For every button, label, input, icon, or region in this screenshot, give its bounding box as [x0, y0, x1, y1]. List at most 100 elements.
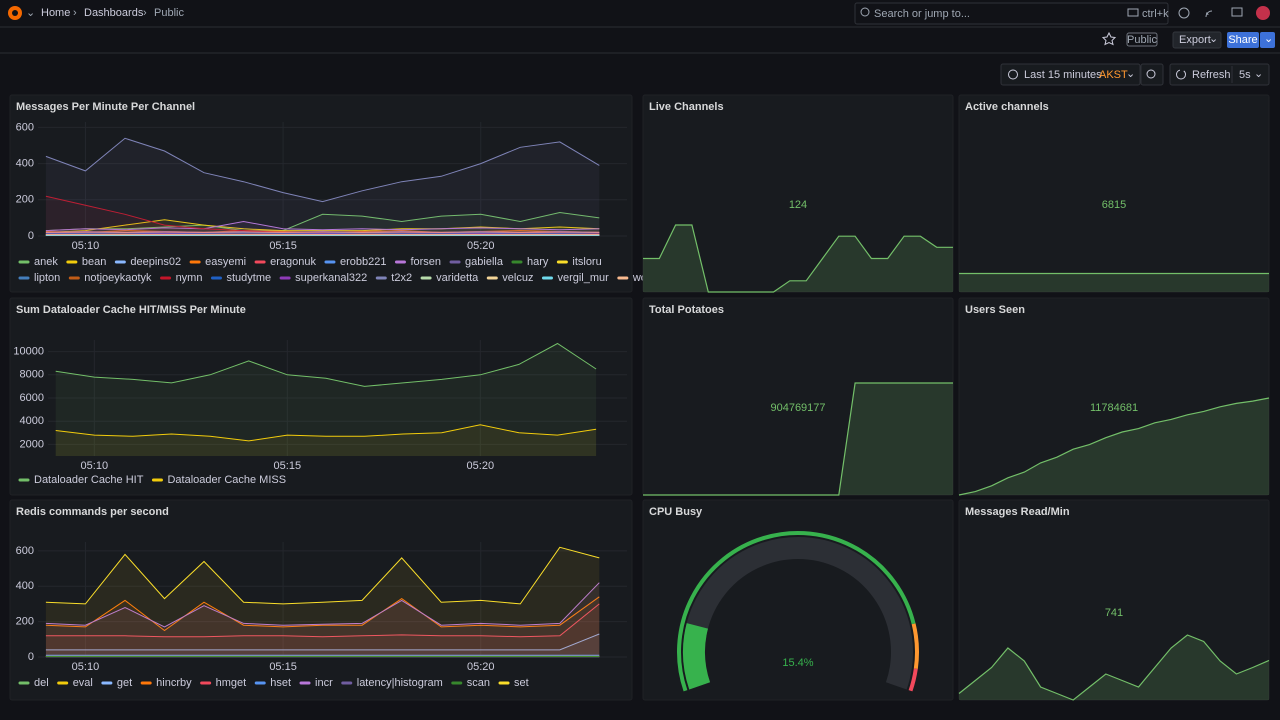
legend-label[interactable]: incr	[315, 677, 333, 689]
legend-label[interactable]: nymn	[176, 272, 203, 284]
x-tick-label: 05:20	[467, 240, 495, 252]
x-tick-label: 05:10	[81, 460, 109, 472]
y-tick-label: 2000	[20, 438, 44, 450]
breadcrumb[interactable]: Home	[41, 7, 70, 19]
panel	[958, 499, 1270, 701]
help-icon[interactable]	[1178, 7, 1190, 19]
chevron: ⌄	[1264, 33, 1273, 45]
y-tick-label: 10000	[13, 346, 44, 358]
series-area	[55, 343, 597, 456]
legend-label[interactable]: t2x2	[391, 272, 412, 284]
stat-value: 6815	[1102, 199, 1126, 211]
panel	[642, 94, 954, 293]
stat-value: 904769177	[770, 402, 825, 414]
legend-label[interactable]: bean	[82, 256, 106, 268]
legend-label[interactable]: set	[514, 677, 529, 689]
legend-label[interactable]: hincrby	[156, 677, 192, 689]
refresh-picker[interactable]	[1169, 63, 1270, 86]
kiosk-icon[interactable]	[1231, 7, 1243, 17]
star-icon[interactable]	[1101, 31, 1117, 46]
stat-value: 741	[1105, 607, 1123, 619]
share-menu[interactable]	[1260, 32, 1275, 48]
legend-label[interactable]: gabiella	[465, 256, 504, 268]
legend-label[interactable]: forsen	[410, 256, 441, 268]
x-tick-label: 05:10	[72, 661, 100, 673]
y-tick-label: 400	[16, 580, 34, 592]
series-area	[45, 547, 600, 657]
legend-label[interactable]: eval	[73, 677, 93, 689]
legend-label[interactable]: itsloru	[572, 256, 601, 268]
panel-title: Active channels	[965, 101, 1049, 113]
separator: ›	[73, 7, 77, 19]
separator: ›	[143, 7, 147, 19]
series-area	[45, 634, 600, 657]
series-line	[55, 342, 597, 387]
y-tick-label: 200	[16, 194, 34, 206]
legend-label[interactable]: notjoeykaotyk	[84, 272, 152, 284]
legend-label[interactable]: get	[117, 677, 132, 689]
timezone: AKST	[1099, 69, 1128, 81]
legend-label[interactable]: anek	[34, 256, 58, 268]
sparkline	[643, 224, 953, 293]
legend-label[interactable]: latency|histogram	[357, 677, 443, 689]
share-button[interactable]	[1227, 32, 1259, 48]
clock-icon	[1008, 69, 1018, 80]
chevron: ⌄	[1209, 33, 1218, 45]
legend-label[interactable]: eragonuk	[270, 256, 316, 268]
legend-label[interactable]: superkanal322	[295, 272, 367, 284]
legend-label[interactable]: deepins02	[130, 256, 181, 268]
news-icon[interactable]	[1205, 10, 1213, 18]
breadcrumb[interactable]: Dashboards	[84, 7, 144, 19]
search-box[interactable]	[854, 2, 1169, 25]
legend-label[interactable]: vergil_mur	[557, 272, 609, 284]
legend-label[interactable]: studytme	[226, 272, 271, 284]
panel-title: Sum Dataloader Cache HIT/MISS Per Minute	[16, 304, 246, 316]
search-icon	[860, 7, 870, 17]
legend-label[interactable]: hset	[270, 677, 291, 689]
legend-label[interactable]: Dataloader Cache HIT	[34, 474, 144, 486]
legend-label[interactable]: Dataloader Cache MISS	[167, 474, 286, 486]
zoom-out[interactable]	[1140, 63, 1164, 86]
x-tick-label: 05:15	[269, 240, 297, 252]
panel	[958, 94, 1270, 293]
gauge-threshold	[677, 531, 916, 692]
sparkline	[958, 397, 1270, 496]
legend-label[interactable]: velcuz	[502, 272, 533, 284]
panel-title: Messages Read/Min	[965, 506, 1070, 518]
sparkline-area	[643, 225, 953, 292]
export-button[interactable]	[1172, 31, 1222, 49]
refresh-label: Refresh	[1192, 69, 1231, 81]
keyboard-icon	[1127, 8, 1139, 17]
stat-value: 11784681	[1090, 402, 1138, 414]
legend-label[interactable]: easyemi	[205, 256, 246, 268]
stat-value: 124	[789, 199, 807, 211]
series-line	[45, 232, 600, 234]
series-line	[45, 603, 600, 638]
sparkline-area	[959, 273, 1269, 292]
panel	[9, 297, 633, 496]
series-line	[45, 633, 600, 651]
series-line	[45, 137, 600, 203]
y-tick-label: 0	[28, 651, 34, 663]
series-area	[45, 582, 600, 657]
legend-label[interactable]: lipton	[34, 272, 60, 284]
gauge-threshold	[908, 668, 918, 692]
legend-label[interactable]: del	[34, 677, 49, 689]
legend-label[interactable]: hary	[527, 256, 549, 268]
series-line	[45, 546, 600, 605]
gauge-value	[683, 623, 711, 690]
x-tick-label: 05:20	[467, 460, 495, 472]
series-line	[45, 582, 600, 628]
panel	[642, 499, 954, 701]
y-tick-label: 600	[16, 545, 34, 557]
legend-label[interactable]: hmget	[216, 677, 247, 689]
legend-label[interactable]: varidetta	[436, 272, 479, 284]
avatar[interactable]	[1256, 6, 1270, 20]
refresh-icon	[1176, 69, 1186, 80]
time-picker[interactable]	[1000, 63, 1141, 86]
legend-label[interactable]: erobb221	[340, 256, 387, 268]
panel-title: Messages Per Minute Per Channel	[16, 101, 195, 113]
series-area	[45, 232, 600, 236]
sparkline-area	[959, 635, 1269, 700]
legend-label[interactable]: scan	[467, 677, 490, 689]
